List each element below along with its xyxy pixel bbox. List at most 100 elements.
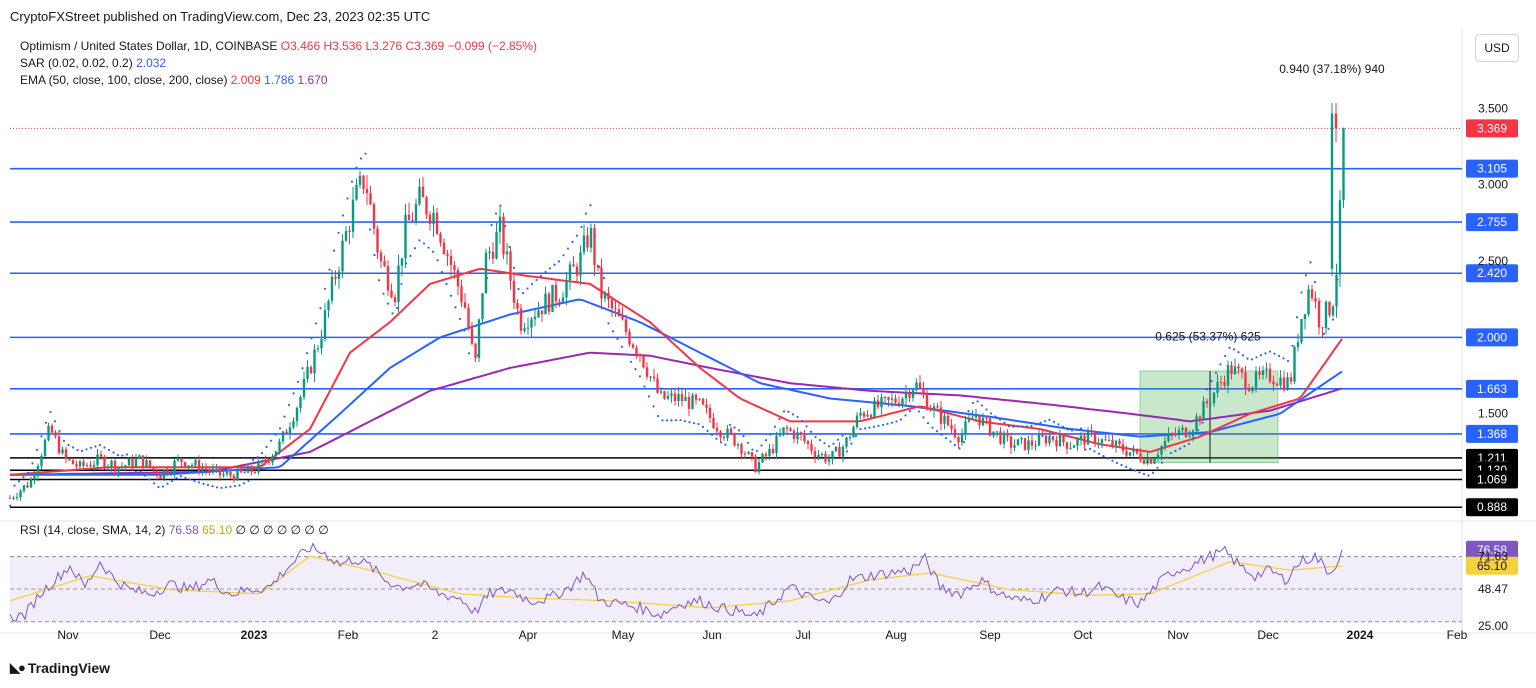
candle-body <box>306 366 309 380</box>
candle-body <box>1202 401 1205 420</box>
sar-dot <box>1291 344 1294 348</box>
candle-body <box>992 431 995 436</box>
sar-dot <box>170 479 174 483</box>
tradingview-logo[interactable]: ◣● TradingView <box>10 660 110 676</box>
candle-body <box>936 406 939 408</box>
sar-dot <box>40 435 43 438</box>
candle-body <box>61 449 64 454</box>
candle-body <box>943 415 946 424</box>
x-tick-label: Feb <box>1447 628 1468 642</box>
sar-dot <box>877 424 880 427</box>
candle-body <box>54 432 57 437</box>
candle-body <box>694 394 698 400</box>
sar-dot <box>368 228 372 231</box>
sar-dot <box>1214 371 1218 374</box>
candle-body <box>782 427 785 435</box>
candle-body <box>1051 436 1055 440</box>
candle-body <box>390 290 393 298</box>
sar-dot <box>881 423 885 427</box>
candle-body <box>789 428 792 431</box>
candle-body <box>540 310 544 315</box>
candle-body <box>187 465 190 467</box>
sar-dot <box>395 306 399 310</box>
sar-dot <box>1322 332 1326 336</box>
candle-body <box>880 397 883 408</box>
rsi-line <box>9 542 1343 622</box>
sar-dot <box>1133 469 1137 472</box>
candle-body <box>642 356 645 368</box>
candle-body <box>43 439 47 457</box>
candle-body <box>505 251 509 255</box>
candle-body <box>250 466 253 472</box>
candle-body <box>358 175 362 185</box>
sar-dot <box>1124 465 1128 469</box>
sar-dot <box>760 444 763 447</box>
candle-body <box>442 242 446 254</box>
candle-body <box>215 467 218 469</box>
sar-dot <box>215 486 219 489</box>
candle-body <box>995 431 999 433</box>
sar-dot <box>13 484 16 487</box>
sar-dot <box>1043 420 1047 423</box>
candle-body <box>1282 377 1286 390</box>
x-tick-label: Dec <box>1257 628 1278 642</box>
sar-dot <box>1034 423 1038 426</box>
candle-body <box>1093 431 1097 444</box>
sar-dot <box>1111 459 1114 462</box>
sar-dot <box>85 448 88 451</box>
sar-dot <box>1106 457 1110 460</box>
sar-dot <box>76 449 79 452</box>
sar-dot <box>616 337 619 341</box>
legend-part: 2.032 <box>136 56 166 70</box>
candle-body <box>607 292 610 300</box>
sar-dot <box>445 282 448 286</box>
sar-dot <box>1250 358 1254 361</box>
sar-dot <box>589 204 592 207</box>
candle-body <box>334 276 337 279</box>
sar-dot <box>1075 428 1078 431</box>
sar-dot <box>1048 418 1051 421</box>
sar-dot <box>530 283 534 286</box>
candle-body <box>201 468 204 472</box>
sar-dot <box>166 482 169 485</box>
sar-dot <box>904 414 907 417</box>
candle-body <box>729 428 733 434</box>
candle-body <box>1041 434 1044 436</box>
price-chart[interactable]: 3.1052.7552.4202.0001.6631.3681.2111.130… <box>0 28 1536 658</box>
sar-dot <box>683 420 687 423</box>
candle-body <box>446 253 449 256</box>
rsi-sma-badge <box>1466 556 1518 575</box>
legend-part: Optimism / United States Dollar, 1D, COI… <box>20 39 281 53</box>
candle-body <box>841 446 845 457</box>
currency-button[interactable]: USD <box>1475 34 1519 62</box>
candle-body <box>1324 301 1328 329</box>
sar-dot <box>274 433 277 436</box>
sar-dot <box>161 485 165 488</box>
candle-body <box>726 428 729 438</box>
sar-dot <box>31 462 34 465</box>
sar-dot <box>22 475 25 479</box>
candle-body <box>1188 436 1191 438</box>
candle-body <box>656 378 659 393</box>
horizontal-levels: 3.1052.7552.4202.0001.6631.3681.2111.130… <box>10 119 1518 517</box>
sar-dot <box>800 419 804 423</box>
sar-dot <box>265 445 268 448</box>
sar-dot <box>377 279 381 282</box>
candle-body <box>1009 436 1013 448</box>
candle-body <box>1163 441 1167 447</box>
sar-dot <box>1016 425 1020 428</box>
sar-dot <box>269 439 273 442</box>
candle-body <box>309 366 313 374</box>
sar-dot <box>1138 471 1141 474</box>
candle-body <box>288 427 292 434</box>
sar-dot <box>1039 421 1042 424</box>
sar-dot <box>463 329 466 332</box>
rsi-tick-label: 25.00 <box>1478 619 1508 633</box>
x-tick-label: Jul <box>795 628 810 642</box>
candle-body <box>897 402 901 406</box>
sar-dot <box>548 267 552 270</box>
candle-body <box>19 490 22 497</box>
sar-dot <box>1178 447 1182 450</box>
level-badge <box>1466 264 1518 283</box>
price-tick-label: 1.500 <box>1478 407 1508 421</box>
